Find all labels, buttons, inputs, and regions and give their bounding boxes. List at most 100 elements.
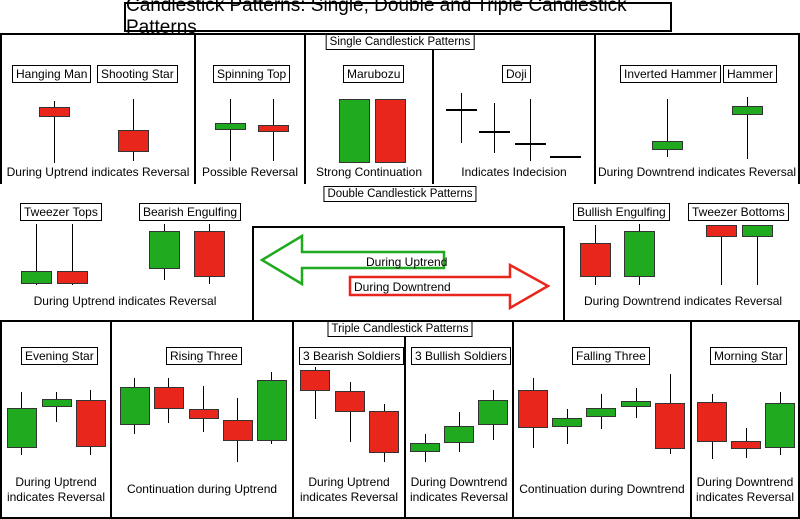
doji-caption: Indicates Indecision xyxy=(461,165,567,179)
morning-star-cell: Morning Star During Downtrend indicates … xyxy=(690,320,800,519)
doji-wick-2 xyxy=(494,103,495,153)
double-section-label: Double Candlestick Patterns xyxy=(323,186,477,202)
downtrend-arrow-label: During Downtrend xyxy=(354,280,451,294)
rising-three-caption: Continuation during Uptrend xyxy=(126,482,278,496)
triple-section-label: Triple Candlestick Patterns xyxy=(327,321,473,337)
hammer-label: Hammer xyxy=(723,65,778,83)
hanging-man-wick xyxy=(54,101,55,163)
doji-label: Doji xyxy=(502,65,531,83)
hanging-shooting-caption: During Uptrend indicates Reversal xyxy=(6,165,190,179)
tweezer-bottoms-candle-2 xyxy=(742,225,773,237)
doji-cross-1 xyxy=(446,109,477,111)
marubozu-cell: Marubozu Strong Continuation xyxy=(304,33,434,186)
morning-star-candle-2 xyxy=(731,441,761,449)
falling-three-candle-3 xyxy=(586,408,616,417)
evening-star-wick-2 xyxy=(56,392,57,422)
spinning-top-cell: Spinning Top Possible Reversal xyxy=(194,33,306,186)
morning-star-label: Morning Star xyxy=(710,347,787,365)
bearish-soldiers-candle-3 xyxy=(369,411,399,453)
tweezer-bottoms-candle-1 xyxy=(706,225,737,237)
bearish-engulfing-label: Bearish Engulfing xyxy=(139,203,242,221)
bearish-soldiers-wick-1 xyxy=(315,367,316,419)
evening-star-candle-1 xyxy=(7,408,37,448)
rising-three-cell: Rising Three Continuation during Uptrend xyxy=(110,320,294,519)
rising-three-candle-1 xyxy=(120,387,150,425)
bearish-soldiers-wick-2 xyxy=(350,382,351,442)
rising-three-candle-5 xyxy=(257,380,287,441)
tweezer-tops-candle-1 xyxy=(21,271,52,284)
doji-cross-2 xyxy=(479,131,510,133)
page-title: Candlestick Patterns: Single, Double and… xyxy=(124,0,672,38)
bullish-soldiers-cell: 3 Bullish Soldiers During Downtrend indi… xyxy=(404,320,514,519)
bullish-soldiers-candle-1 xyxy=(410,443,440,452)
single-section-label: Single Candlestick Patterns xyxy=(325,34,475,50)
evening-star-candle-2 xyxy=(42,399,72,407)
hanging-shooting-cell: Hanging Man Shooting Star During Uptrend… xyxy=(0,33,196,186)
bullish-soldiers-caption-1: During Downtrend xyxy=(410,475,508,489)
trend-arrows xyxy=(259,233,551,311)
uptrend-arrow-label: During Uptrend xyxy=(366,255,448,269)
falling-three-caption: Continuation during Downtrend xyxy=(519,482,685,496)
bearish-soldiers-cell: 3 Bearish Soldiers During Uptrend indica… xyxy=(292,320,406,519)
rising-three-candle-3 xyxy=(189,409,219,419)
evening-star-label: Evening Star xyxy=(21,347,98,365)
tweezer-tops-wick-2 xyxy=(72,224,73,285)
trend-arrows-box: During Uptrend During Downtrend xyxy=(252,226,565,322)
downtrend-arrow xyxy=(348,262,551,311)
bullish-engulfing-candle-1 xyxy=(580,243,611,277)
double-uptrend-caption: During Uptrend indicates Reversal xyxy=(33,294,217,308)
doji-wick-1 xyxy=(461,93,462,143)
spinning-top-label: Spinning Top xyxy=(213,65,291,83)
shooting-star-candle xyxy=(118,130,149,152)
tweezer-bottoms-label: Tweezer Bottoms xyxy=(688,203,789,221)
hammer-candle xyxy=(732,106,763,115)
inverted-hammer-label: Inverted Hammer xyxy=(620,65,721,83)
tweezer-tops-candle-2 xyxy=(57,271,88,284)
morning-star-caption-1: During Downtrend xyxy=(696,475,794,489)
bearish-soldiers-caption-2: indicates Reversal xyxy=(299,490,399,504)
tweezer-bottoms-wick-1 xyxy=(721,225,722,285)
spinning-top-wick-1 xyxy=(230,99,231,161)
marubozu-label: Marubozu xyxy=(343,65,405,83)
marubozu-red-candle xyxy=(375,99,406,163)
bearish-soldiers-caption-1: During Uptrend xyxy=(308,475,390,489)
spinning-top-candle-2 xyxy=(258,125,289,132)
hammer-wick xyxy=(747,97,748,159)
rising-three-label: Rising Three xyxy=(166,347,242,365)
hanging-man-label: Hanging Man xyxy=(12,65,92,83)
tweezer-bottoms-wick-2 xyxy=(757,225,758,285)
bullish-soldiers-candle-3 xyxy=(478,400,508,425)
spinning-top-candle-1 xyxy=(215,123,246,130)
bearish-engulfing-candle-2 xyxy=(194,231,225,277)
falling-three-candle-2 xyxy=(552,418,582,427)
tweezer-tops-label: Tweezer Tops xyxy=(20,203,102,221)
morning-star-candle-3 xyxy=(765,403,795,448)
bullish-soldiers-label: 3 Bullish Soldiers xyxy=(411,347,512,365)
uptrend-arrow xyxy=(259,233,446,287)
evening-star-caption-2: indicates Reversal xyxy=(6,490,106,504)
falling-three-candle-1 xyxy=(518,390,548,428)
falling-three-label: Falling Three xyxy=(572,347,650,365)
evening-star-cell: Evening Star During Uptrend indicates Re… xyxy=(0,320,112,519)
bullish-soldiers-caption-2: indicates Reversal xyxy=(409,490,509,504)
bullish-engulfing-label: Bullish Engulfing xyxy=(573,203,670,221)
bearish-soldiers-candle-1 xyxy=(300,370,330,391)
evening-star-caption-1: During Uptrend xyxy=(15,475,97,489)
rising-three-candle-4 xyxy=(223,420,253,441)
hanging-man-candle xyxy=(39,107,70,117)
rising-three-candle-2 xyxy=(154,387,184,409)
inverted-hammer-wick xyxy=(667,99,668,157)
falling-three-candle-4 xyxy=(621,401,651,407)
bullish-soldiers-candle-2 xyxy=(444,426,474,443)
doji-cross-4 xyxy=(550,156,581,158)
shooting-star-label: Shooting Star xyxy=(97,65,178,83)
bullish-engulfing-candle-2 xyxy=(624,231,655,277)
hammer-caption: During Downtrend indicates Reversal xyxy=(597,165,797,179)
bearish-soldiers-label: 3 Bearish Soldiers xyxy=(299,347,405,365)
falling-three-candle-5 xyxy=(655,403,685,449)
tweezer-tops-wick-1 xyxy=(36,224,37,285)
double-downtrend-caption: During Downtrend indicates Reversal xyxy=(583,294,783,308)
doji-cross-3 xyxy=(515,143,546,145)
marubozu-caption: Strong Continuation xyxy=(315,165,423,179)
spinning-top-caption: Possible Reversal xyxy=(201,165,299,179)
